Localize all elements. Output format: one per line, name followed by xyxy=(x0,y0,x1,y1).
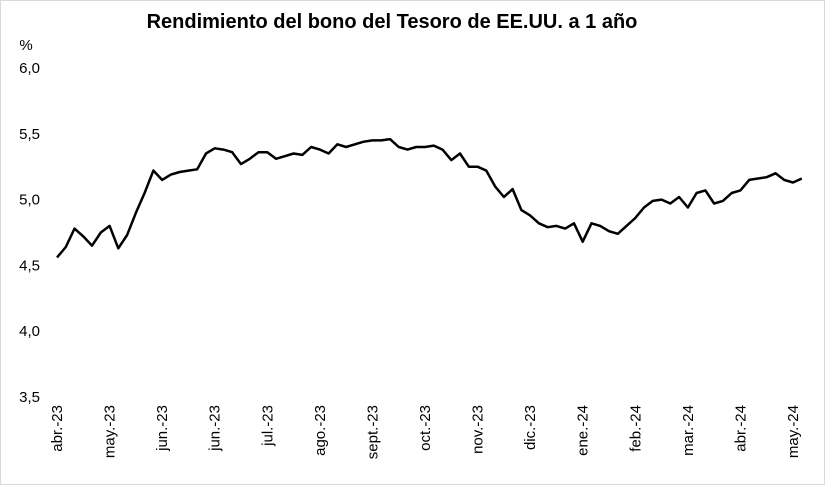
x-tick-label: abr.-24 xyxy=(732,405,749,452)
x-tick-label: may.-24 xyxy=(785,405,802,458)
x-tick-label: ago.-23 xyxy=(312,405,329,456)
y-tick-label: 4,5 xyxy=(19,257,40,274)
y-tick-label: 4,0 xyxy=(19,323,40,340)
x-tick-label: jul.-23 xyxy=(259,405,276,447)
y-tick-label: 6,0 xyxy=(19,60,40,77)
y-tick-label: 5,0 xyxy=(19,192,40,209)
x-tick-label: dic.-23 xyxy=(522,405,539,450)
x-tick-label: abr.-23 xyxy=(49,405,66,452)
x-tick-label: jun.-23 xyxy=(207,405,224,452)
x-tick-label: may.-23 xyxy=(102,405,119,458)
x-tick-label: oct.-23 xyxy=(417,405,434,451)
y-tick-label: 3,5 xyxy=(19,389,40,406)
y-tick-label: 5,5 xyxy=(19,126,40,143)
x-tick-label: feb.-24 xyxy=(627,405,644,452)
y-axis-label: % xyxy=(19,37,32,54)
chart-title: Rendimiento del bono del Tesoro de EE.UU… xyxy=(147,11,638,33)
x-tick-label: ene.-24 xyxy=(575,405,592,456)
data-line xyxy=(56,137,803,259)
x-tick-label: mar.-24 xyxy=(680,405,697,456)
x-tick-label: jun.-23 xyxy=(154,405,171,452)
x-tick-label: sept.-23 xyxy=(364,405,381,459)
x-tick-label: nov.-23 xyxy=(470,405,487,454)
